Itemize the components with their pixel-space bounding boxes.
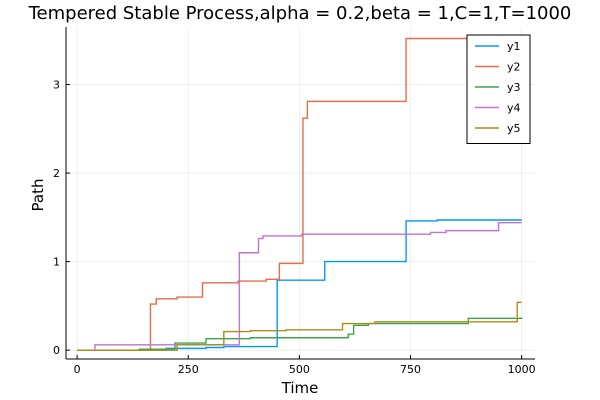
legend-label-y1: y1 — [507, 40, 521, 53]
x-tick-label: 500 — [289, 363, 310, 376]
y-tick-label: 1 — [53, 256, 60, 269]
x-axis-label: Time — [281, 379, 319, 397]
legend-label-y4: y4 — [507, 102, 521, 115]
y-axis-label: Path — [29, 179, 47, 212]
series-line-y1 — [77, 219, 522, 351]
chart-title: Tempered Stable Process,alpha = 0.2,beta… — [28, 3, 572, 24]
x-tick-label: 250 — [178, 363, 199, 376]
y-tick-label: 0 — [53, 344, 60, 357]
series-line-y5 — [77, 301, 522, 351]
x-tick-label: 0 — [74, 363, 81, 376]
axes: 0 250 500 750 1000 0 1 2 3 — [53, 27, 536, 376]
series-line-y2 — [77, 37, 522, 351]
grid — [66, 27, 535, 359]
y-tick-label: 3 — [53, 79, 60, 92]
legend-label-y3: y3 — [507, 81, 521, 94]
plot-area — [77, 37, 523, 351]
legend: y1 y2 y3 y4 y5 — [466, 34, 531, 144]
x-tick-label: 1000 — [508, 363, 536, 376]
series-line-y3 — [77, 317, 523, 351]
legend-box — [466, 34, 531, 144]
y-tick-label: 2 — [53, 167, 60, 180]
legend-label-y5: y5 — [507, 122, 521, 135]
x-tick-label: 750 — [400, 363, 421, 376]
legend-label-y2: y2 — [507, 61, 521, 74]
